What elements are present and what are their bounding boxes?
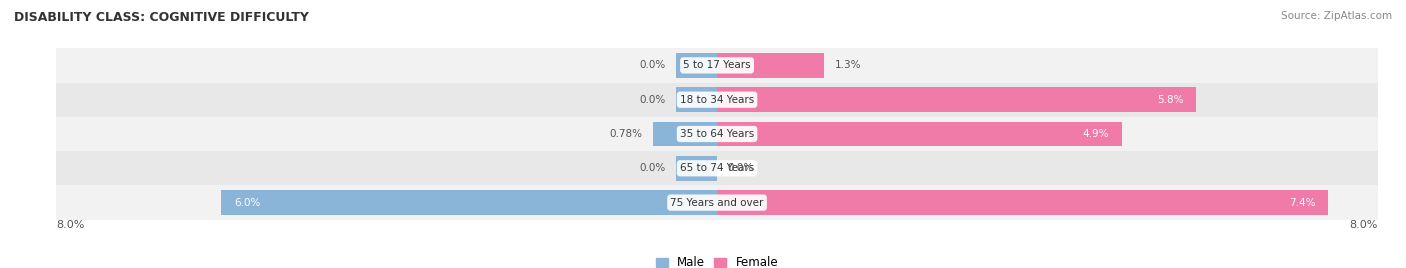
Text: 7.4%: 7.4% — [1289, 198, 1316, 208]
Text: 0.0%: 0.0% — [640, 95, 666, 105]
Bar — [717, 53, 824, 78]
Text: 5.8%: 5.8% — [1157, 95, 1184, 105]
Text: 35 to 64 Years: 35 to 64 Years — [681, 129, 754, 139]
Text: 0.0%: 0.0% — [640, 163, 666, 173]
Bar — [676, 87, 717, 112]
Bar — [222, 190, 717, 215]
Text: 6.0%: 6.0% — [233, 198, 260, 208]
Text: 8.0%: 8.0% — [56, 220, 84, 230]
Bar — [717, 190, 1329, 215]
Text: DISABILITY CLASS: COGNITIVE DIFFICULTY: DISABILITY CLASS: COGNITIVE DIFFICULTY — [14, 11, 309, 24]
Bar — [56, 83, 1378, 117]
Bar — [652, 122, 717, 146]
Text: 4.9%: 4.9% — [1083, 129, 1109, 139]
Bar — [56, 151, 1378, 185]
Text: 8.0%: 8.0% — [1350, 220, 1378, 230]
Text: 0.0%: 0.0% — [727, 163, 754, 173]
Legend: Male, Female: Male, Female — [651, 251, 783, 268]
Bar — [676, 156, 717, 181]
Bar — [56, 185, 1378, 220]
Text: 18 to 34 Years: 18 to 34 Years — [681, 95, 754, 105]
Text: 0.0%: 0.0% — [640, 60, 666, 70]
Text: 1.3%: 1.3% — [834, 60, 860, 70]
Text: 5 to 17 Years: 5 to 17 Years — [683, 60, 751, 70]
Text: Source: ZipAtlas.com: Source: ZipAtlas.com — [1281, 11, 1392, 21]
Bar — [56, 48, 1378, 83]
Bar — [717, 87, 1197, 112]
Bar — [56, 117, 1378, 151]
Bar — [676, 53, 717, 78]
Text: 65 to 74 Years: 65 to 74 Years — [681, 163, 754, 173]
Text: 75 Years and over: 75 Years and over — [671, 198, 763, 208]
Text: 0.78%: 0.78% — [610, 129, 643, 139]
Bar — [717, 122, 1122, 146]
